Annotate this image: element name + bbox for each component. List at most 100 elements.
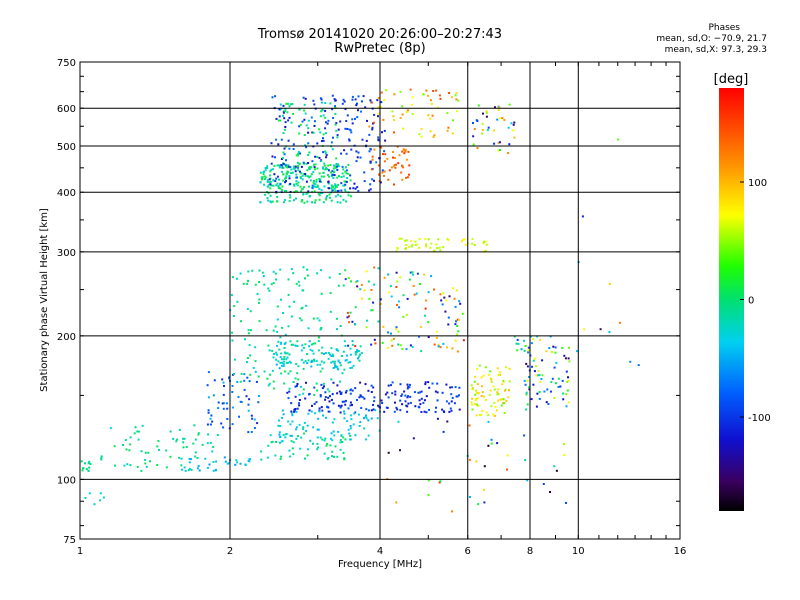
data-point (393, 131, 395, 134)
data-point (332, 117, 334, 119)
data-point (271, 155, 274, 158)
data-point (442, 292, 445, 295)
data-point (330, 174, 333, 177)
data-point (517, 342, 520, 345)
data-point (456, 395, 459, 398)
chart-subtitle: RwPretec (8p) (334, 41, 426, 56)
data-point (279, 361, 282, 364)
data-point (180, 457, 183, 460)
data-point (450, 400, 453, 403)
data-point (321, 346, 324, 349)
data-point (194, 438, 197, 441)
data-point (497, 109, 500, 111)
data-point (169, 430, 172, 433)
data-point (355, 104, 358, 107)
data-point (333, 418, 336, 421)
data-point (306, 353, 309, 355)
data-point (310, 365, 313, 368)
data-point (454, 94, 457, 97)
data-point (316, 155, 319, 158)
data-point (452, 119, 454, 122)
data-point (447, 323, 450, 326)
data-point (304, 97, 307, 100)
data-point (308, 345, 311, 348)
data-point (567, 376, 569, 379)
data-point (209, 423, 212, 426)
data-point (325, 156, 328, 159)
data-point (474, 375, 477, 378)
data-point (343, 100, 346, 103)
data-point (373, 179, 375, 182)
data-point (546, 388, 549, 391)
data-point (334, 112, 337, 115)
data-point (189, 458, 192, 461)
data-point (550, 350, 553, 353)
data-point (327, 457, 330, 459)
data-point (332, 402, 335, 405)
data-point (305, 146, 308, 149)
data-point (302, 361, 305, 364)
data-point (243, 373, 246, 376)
data-point (294, 167, 296, 170)
data-point (476, 368, 479, 371)
data-point (284, 370, 287, 373)
data-point (113, 445, 116, 448)
data-point (548, 347, 551, 349)
data-point (359, 156, 362, 159)
data-point (314, 186, 317, 188)
data-point (359, 394, 362, 397)
data-point (343, 368, 346, 371)
data-point (355, 281, 357, 283)
data-point (371, 309, 374, 312)
data-point (225, 402, 228, 405)
data-point (259, 201, 262, 204)
data-point (297, 152, 300, 155)
data-point (420, 411, 423, 413)
data-point (282, 363, 285, 366)
data-point (312, 426, 315, 429)
data-point (484, 240, 487, 243)
data-point (490, 378, 493, 381)
data-point (405, 176, 408, 179)
data-point (299, 123, 302, 126)
data-point (344, 344, 347, 347)
data-point (359, 288, 362, 291)
data-point (274, 325, 277, 328)
data-point (363, 180, 366, 183)
data-point (387, 178, 390, 181)
data-point (468, 424, 471, 427)
data-point (137, 438, 140, 441)
data-point (347, 428, 350, 431)
data-point (100, 455, 103, 458)
y-tick-label: 100 (57, 475, 76, 486)
data-point (319, 115, 322, 118)
data-point (397, 300, 400, 303)
phase-stats-x: mean, sd,X: 97.3, 29.3 (664, 45, 767, 55)
data-point (354, 387, 357, 390)
data-point (568, 346, 570, 349)
data-point (272, 356, 275, 359)
data-point (526, 403, 529, 406)
data-point (552, 345, 555, 348)
data-point (472, 122, 474, 124)
data-point (344, 108, 347, 111)
data-point (294, 190, 297, 193)
data-point (274, 95, 277, 98)
data-point (327, 396, 330, 399)
data-point (483, 240, 485, 243)
data-point (282, 111, 285, 114)
data-point (206, 384, 209, 387)
data-point (405, 111, 408, 113)
data-point (381, 169, 384, 172)
data-point (226, 418, 229, 420)
data-point (508, 380, 511, 383)
data-point (320, 360, 323, 363)
data-point (302, 346, 305, 349)
data-point (481, 409, 484, 412)
data-point (233, 305, 236, 308)
data-point (346, 177, 349, 179)
data-point (279, 119, 282, 122)
data-point (247, 279, 249, 282)
data-point (282, 179, 285, 182)
data-point (373, 148, 376, 151)
